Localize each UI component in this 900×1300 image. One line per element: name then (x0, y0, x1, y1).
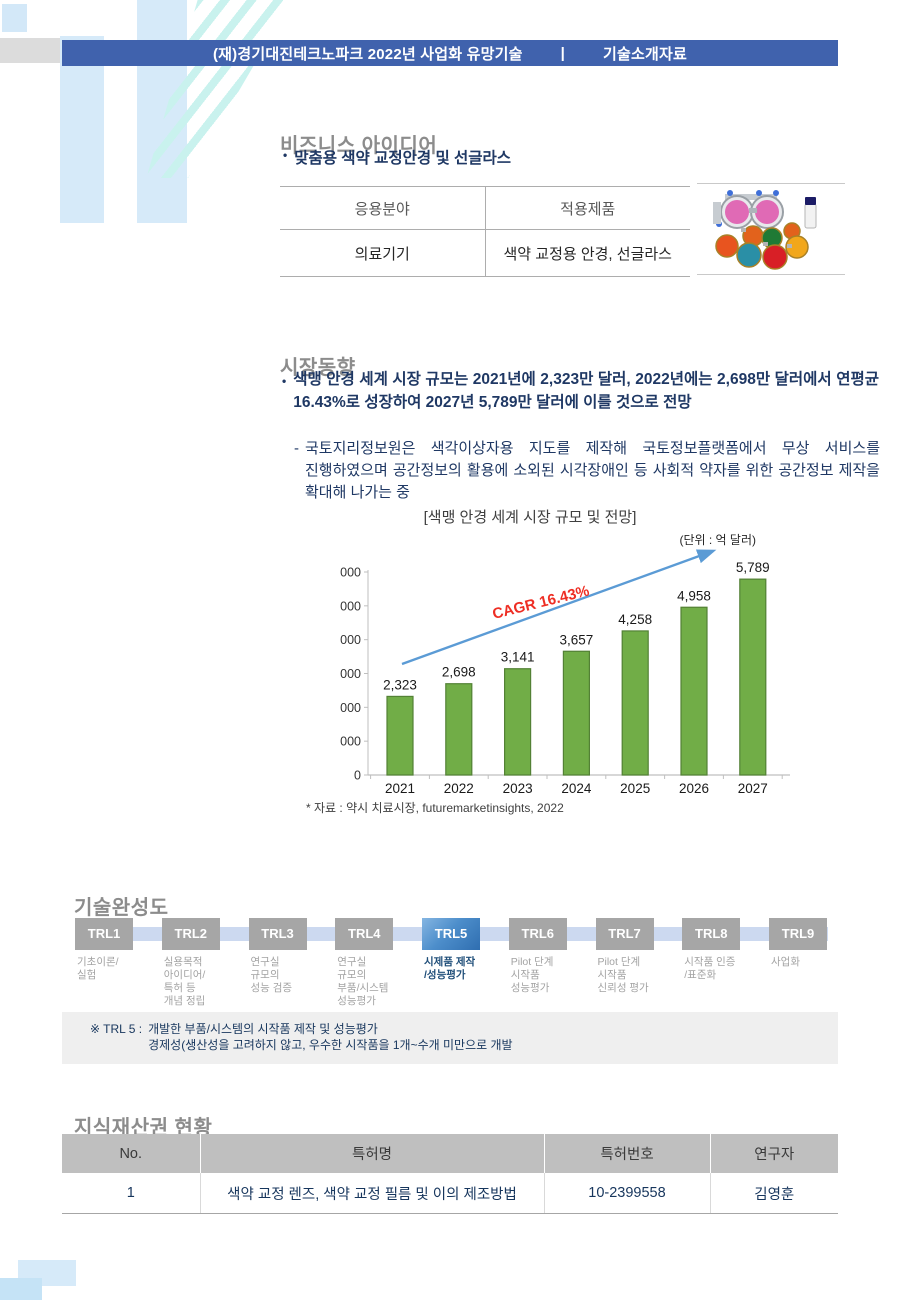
application-field-header: 응용분야 (280, 186, 486, 230)
svg-text:4,958: 4,958 (677, 588, 711, 603)
svg-text:2022: 2022 (444, 781, 474, 796)
trl-note-line2: 경제성(생산성을 고려하지 않고, 우수한 시작품을 1개~수개 미만으로 개발 (148, 1038, 513, 1052)
corner-decoration-top-left (0, 0, 187, 223)
trl-box-trl1: TRL1 (75, 918, 133, 950)
chart-unit-label: (단위 : 억 달러) (679, 533, 756, 547)
trl-box-trl6: TRL6 (508, 918, 567, 950)
bullet-marker: • (283, 148, 288, 162)
svg-text:2023: 2023 (503, 781, 533, 796)
svg-text:2021: 2021 (385, 781, 415, 796)
svg-text:3,141: 3,141 (501, 650, 535, 665)
trl-box-trl8: TRL8 (682, 918, 741, 950)
trl-desc-trl4: 연구실 규모의 부품/시스템 성능평가 (337, 956, 389, 1007)
bullet-marker: • (282, 374, 287, 388)
patent-table: No. 특허명 특허번호 연구자 1 색약 교정 렌즈, 색약 교정 필름 및 이의 제… (62, 1134, 838, 1214)
svg-text:CAGR 16.43%: CAGR 16.43% (491, 582, 591, 622)
trl-note-lines: 개발한 부품/시스템의 시작품 제작 및 성능평가 경제성(생산성을 고려하지 … (148, 1021, 513, 1064)
trl-heading: 기술완성도 (74, 896, 169, 919)
svg-text:2,323: 2,323 (383, 677, 417, 692)
patent-table-body: 1 색약 교정 렌즈, 색약 교정 필름 및 이의 제조방법 10-2399558 김… (62, 1173, 838, 1214)
patent-table-head: No. 특허명 특허번호 연구자 (62, 1134, 838, 1173)
trl-desc-trl2: 실용목적 아이디어/ 특허 등 개념 정립 (163, 956, 206, 1007)
patent-col-header: No. (62, 1134, 200, 1173)
svg-text:2,000: 2,000 (340, 701, 361, 715)
corner-decoration-bottom-left-2 (0, 1278, 42, 1300)
trl-desc-trl6: Pilot 단계 시작품 성능평가 (510, 956, 554, 994)
trl-desc-trl9: 사업화 (771, 956, 800, 968)
trl-box-trl7: TRL7 (595, 918, 654, 950)
svg-text:4,000: 4,000 (340, 633, 361, 647)
trl-box-trl5: TRL5 (422, 918, 480, 950)
chart-title: [색맹 안경 세계 시장 규모 및 전망] (423, 509, 637, 526)
trl-desc-trl1: 기초이론/ 실험 (77, 956, 119, 981)
header-title: (재)경기대진테크노파크 2022년 사업화 유망기술 (212, 45, 523, 63)
application-table-data-row: 의료기기 색약 교정용 안경, 선글라스 (280, 229, 690, 277)
trl-box-trl9: TRL9 (769, 918, 827, 950)
svg-text:1,000: 1,000 (340, 735, 361, 749)
svg-text:2027: 2027 (738, 781, 768, 796)
market-trend-sub-bullet-text: 국토지리정보원은 색각이상자용 지도를 제작해 국토정보플랫폼에서 무상 서비스… (305, 440, 880, 501)
trl-desc-trl7: Pilot 단계 시작품 신뢰성 평가 (597, 956, 649, 994)
patent-col-header: 연구자 (709, 1134, 838, 1173)
patent-cell: 10-2399558 (543, 1173, 710, 1214)
business-idea-bullet-text: 맞춤용 색약 교정안경 및 선글라스 (294, 150, 512, 167)
patent-table-header-row: No. 특허명 특허번호 연구자 (62, 1134, 838, 1173)
svg-text:2025: 2025 (620, 781, 650, 796)
svg-text:2026: 2026 (679, 781, 709, 796)
trl-box-trl2: TRL2 (161, 918, 220, 950)
trl-box-trl4: TRL4 (335, 918, 394, 950)
patent-cell: 1 (62, 1173, 200, 1214)
header-bar: (재)경기대진테크노파크 2022년 사업화 유망기술 | 기술소개자료 (62, 40, 838, 66)
header-divider: | (560, 44, 566, 62)
patent-col-header: 특허명 (199, 1134, 544, 1173)
market-trend-sub-bullet: - 국토지리정보원은 색각이상자용 지도를 제작해 국토정보플랫폼에서 무상 서… (294, 438, 880, 504)
market-trend-bullet: • 색맹 안경 세계 시장 규모는 2021년에 2,323만 달러, 2022… (282, 368, 879, 414)
diagonal-stripes-decoration (146, 0, 292, 178)
svg-text:0: 0 (354, 769, 361, 783)
trl-note-box: ※ TRL 5 : 개발한 부품/시스템의 시작품 제작 및 성능평가 경제성(… (62, 1012, 838, 1064)
market-size-bar-chart: 0 1,000 2,000 3,000 4,000 5,000 6,000 2,323 2021… (340, 549, 790, 796)
svg-text:3,657: 3,657 (560, 632, 594, 647)
patent-row: 1 색약 교정 렌즈, 색약 교정 필름 및 이의 제조방법 10-2399558 김… (62, 1173, 838, 1214)
application-table: 응용분야 적용제품 의료기기 색약 교정용 안경, 선글라스 (280, 186, 690, 277)
business-idea-heading: 비즈니스 아이디어 (280, 134, 438, 157)
ip-heading: 지식재산권 현황 (74, 1116, 213, 1139)
trl-desc-trl3: 연구실 규모의 성능 검증 (250, 956, 293, 994)
svg-text:6,000: 6,000 (340, 566, 361, 580)
dash-marker: - (294, 440, 299, 457)
chart-source-note: * 자료 : 약시 치료시장, futuremarketinsights, 20… (306, 801, 564, 815)
header-subtitle: 기술소개자료 (603, 45, 688, 63)
trl-desc-trl8: 시작품 인증 /표준화 (684, 956, 736, 981)
trl-note-line1: 개발한 부품/시스템의 시작품 제작 및 성능평가 (148, 1022, 378, 1036)
svg-text:4,258: 4,258 (618, 612, 652, 627)
business-idea-bullet: • 맞춤용 색약 교정안경 및 선글라스 (283, 146, 511, 168)
patent-col-header: 특허번호 (543, 1134, 710, 1173)
svg-text:3,000: 3,000 (340, 667, 361, 681)
svg-text:5,000: 5,000 (340, 599, 361, 613)
application-field-value: 의료기기 (280, 229, 486, 277)
trl-note-prefix: ※ TRL 5 : (90, 1022, 143, 1036)
market-trend-bullet-text: 색맹 안경 세계 시장 규모는 2021년에 2,323만 달러, 2022년에… (293, 371, 879, 411)
svg-text:5,789: 5,789 (736, 560, 770, 575)
svg-text:2024: 2024 (561, 781, 592, 796)
application-table-header-row: 응용분야 적용제품 (280, 186, 690, 230)
trl-box-trl3: TRL3 (248, 918, 307, 950)
trial-lenses-illustration (713, 190, 817, 270)
svg-text:2,698: 2,698 (442, 665, 476, 680)
applied-product-header: 적용제품 (485, 186, 690, 230)
applied-product-value: 색약 교정용 안경, 선글라스 (485, 229, 690, 277)
patent-cell: 김영훈 (709, 1173, 838, 1214)
market-trend-heading: 시장동향 (280, 356, 356, 379)
product-photo-trial-lenses (697, 183, 845, 275)
patent-cell: 색약 교정 렌즈, 색약 교정 필름 및 이의 제조방법 (199, 1173, 544, 1214)
trl-desc-trl5: 시제품 제작 /성능평가 (424, 956, 476, 981)
